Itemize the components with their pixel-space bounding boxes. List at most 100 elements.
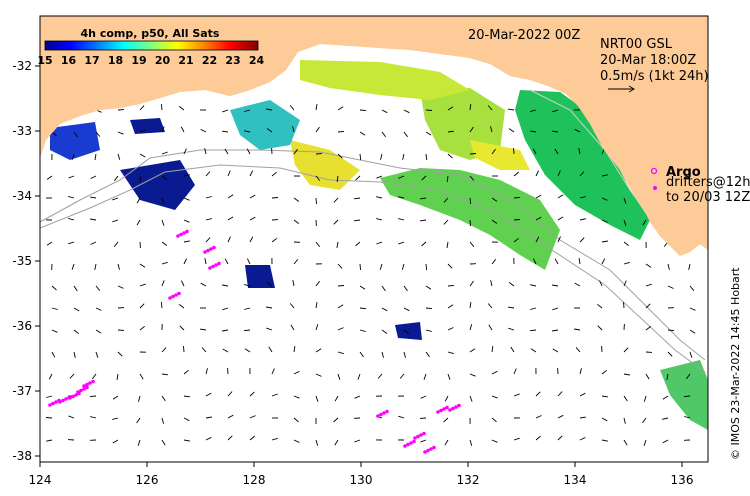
argo-legend: Argo drifters@12h to 20/03 12Z [650, 165, 750, 205]
current-arrow [403, 109, 410, 114]
argo-position [182, 231, 186, 235]
current-arrow [224, 258, 229, 265]
current-arrow [508, 306, 515, 309]
current-arrow [315, 324, 319, 331]
current-arrow [574, 128, 581, 133]
argo-position [71, 394, 75, 399]
sst-cold-blob-4 [130, 118, 165, 134]
current-arrow [112, 197, 119, 201]
current-arrow [180, 126, 185, 133]
argo-position [51, 401, 55, 406]
current-arrow [46, 439, 53, 442]
current-arrow [268, 346, 273, 353]
x-tick-label: 132 [457, 473, 480, 487]
y-tick-label: -34 [12, 189, 32, 203]
current-arrow [403, 329, 410, 334]
plot-frame [39, 15, 709, 463]
current-arrow [425, 307, 433, 310]
current-arrow [469, 280, 474, 287]
argo-position [76, 390, 80, 394]
current-arrow [380, 153, 383, 160]
argo-position [439, 408, 443, 413]
current-arrow [574, 328, 581, 331]
current-arrow [552, 348, 559, 353]
current-arrow [183, 148, 187, 155]
argo-position [403, 444, 407, 448]
current-arrow [579, 437, 586, 441]
current-arrow [249, 236, 254, 243]
argo-position [445, 405, 449, 410]
argo-position [382, 411, 386, 415]
sst-southeast [660, 360, 708, 430]
current-arrow [645, 326, 652, 331]
current-arrow [73, 131, 78, 138]
argo-position [208, 266, 212, 270]
current-arrow [444, 439, 449, 446]
sst-cold-blob-1 [120, 160, 195, 210]
colorbar-label: 21 [178, 54, 193, 67]
current-arrow [491, 197, 498, 202]
current-arrow [293, 346, 296, 353]
current-arrow [508, 327, 515, 331]
y-tick-label: -36 [12, 319, 32, 333]
current-arrow [200, 128, 207, 133]
current-arrow [601, 219, 608, 223]
current-arrow [293, 395, 300, 399]
current-arrow [623, 280, 627, 287]
current-arrow [578, 258, 581, 265]
current-arrow [112, 439, 119, 444]
current-arrow [623, 347, 629, 353]
current-arrow [689, 351, 693, 358]
x-tick-label: 136 [671, 473, 694, 487]
current-arrow [683, 395, 691, 398]
current-arrow [601, 258, 606, 265]
current-arrow [623, 301, 625, 309]
current-arrow [336, 175, 339, 182]
current-arrow [289, 303, 295, 309]
current-arrow [334, 439, 339, 446]
argo-title: Argo [666, 165, 701, 180]
current-arrow [490, 280, 493, 287]
current-arrow [73, 307, 80, 312]
current-arrow [205, 171, 211, 177]
current-arrow [337, 285, 345, 287]
current-arrow [160, 301, 163, 309]
y-tick-label: -33 [12, 124, 32, 138]
current-arrow [557, 170, 561, 177]
argo-position [429, 447, 433, 451]
argo-position [423, 450, 427, 454]
current-arrow [535, 435, 541, 441]
current-arrow [271, 237, 278, 243]
current-arrow [554, 148, 559, 155]
current-arrow [249, 435, 255, 441]
current-arrow [266, 282, 273, 287]
colorbar-label: 24 [249, 54, 265, 67]
current-arrow [508, 108, 515, 111]
current-arrow [623, 417, 626, 424]
current-arrow [513, 393, 520, 397]
current-arrow [535, 170, 540, 177]
current-arrow [136, 417, 141, 424]
current-arrow [469, 395, 473, 402]
current-arrow [117, 285, 124, 289]
current-arrow [94, 153, 97, 160]
current-arrow [535, 236, 540, 243]
current-arrow [689, 307, 696, 311]
current-arrow [139, 373, 144, 380]
current-arrow [420, 197, 427, 200]
current-arrow [513, 219, 521, 221]
argo-position [58, 400, 62, 404]
current-arrow [204, 148, 207, 155]
current-arrow [46, 241, 53, 246]
current-arrow [249, 415, 256, 419]
current-arrow [266, 128, 273, 133]
y-tick-label: -37 [12, 384, 32, 398]
current-arrow [117, 153, 121, 160]
current-arrow [490, 126, 493, 133]
colorbar-label: 19 [131, 54, 146, 67]
current-arrow [337, 373, 341, 380]
current-arrow [183, 369, 189, 375]
current-arrow [491, 259, 497, 265]
current-arrow [552, 109, 559, 113]
argo-position [68, 396, 72, 400]
